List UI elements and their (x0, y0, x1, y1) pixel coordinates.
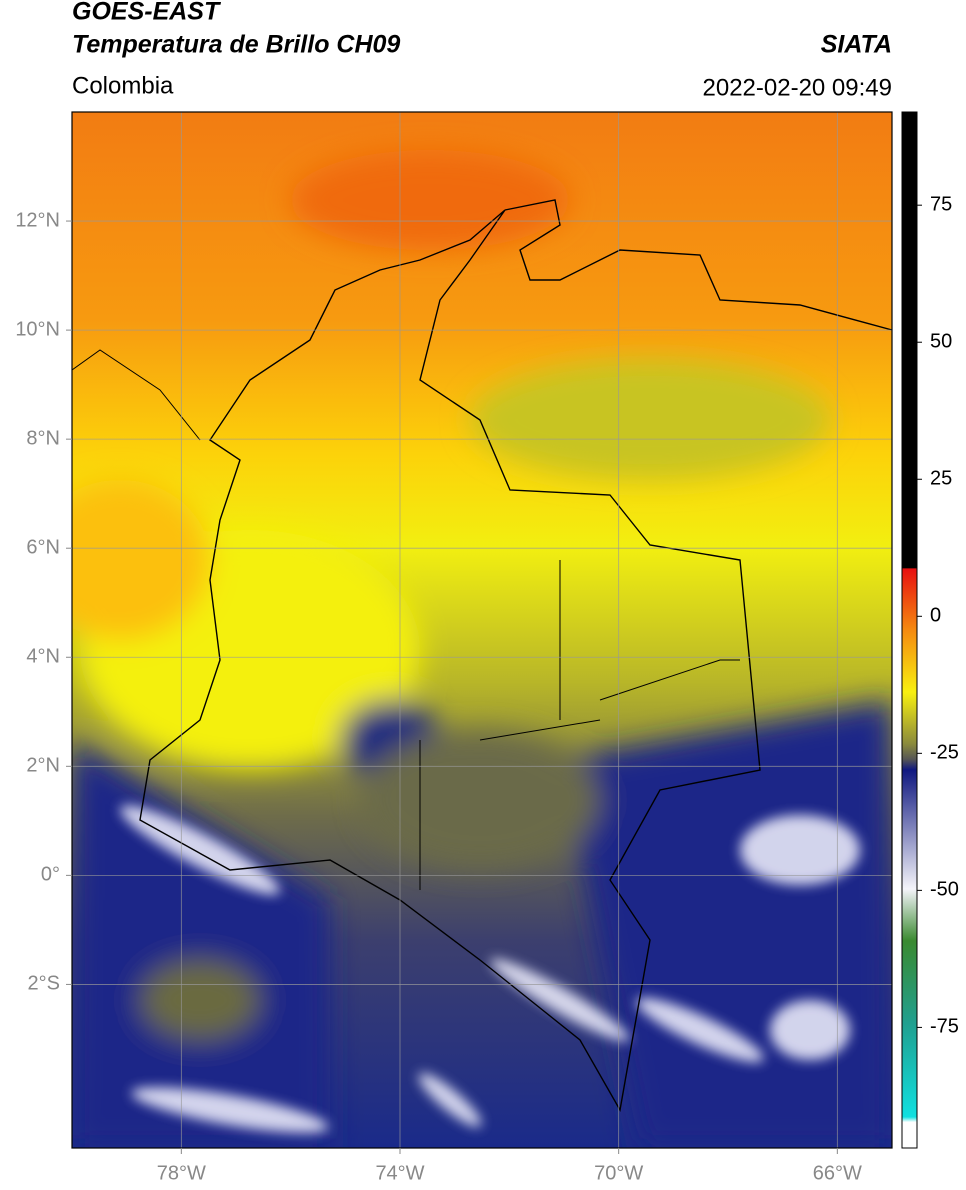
x-tick-label: 74°W (375, 1162, 424, 1184)
region: Colombia (72, 72, 174, 99)
satellite-image (72, 112, 892, 1148)
y-tick-label: 2°S (28, 973, 60, 995)
colorbar-tick-label: 75 (930, 193, 952, 215)
x-tick-label: 70°W (594, 1162, 643, 1184)
colorbar-tick-label: 25 (930, 468, 952, 490)
colorbar-tick-label: -25 (930, 742, 959, 764)
y-tick-label: 4°N (26, 646, 60, 668)
source: SIATA (821, 31, 892, 59)
subtitle: Temperatura de Brillo CH09 (72, 31, 400, 59)
colorbar (901, 111, 918, 1149)
colorbar-tick-label: -75 (930, 1016, 959, 1038)
y-tick-label: 0° (41, 864, 60, 886)
x-tick-label: 78°W (157, 1162, 206, 1184)
graticule (72, 112, 892, 1148)
colorbar-tick-label: -50 (930, 879, 959, 901)
title: GOES-EAST (72, 0, 222, 26)
colorbar-tick-label: 50 (930, 331, 952, 353)
y-tick-label: 10°N (15, 318, 60, 340)
colorbar-tick-label: 0 (930, 605, 941, 627)
y-tick-label: 2°N (26, 755, 60, 777)
datetime: 2022-02-20 09:49 (703, 74, 893, 101)
x-tick-label: 66°W (813, 1162, 862, 1184)
map-frame (71, 111, 893, 1149)
y-tick-label: 6°N (26, 536, 60, 558)
y-tick-label: 12°N (15, 209, 60, 231)
y-tick-label: 8°N (26, 427, 60, 449)
